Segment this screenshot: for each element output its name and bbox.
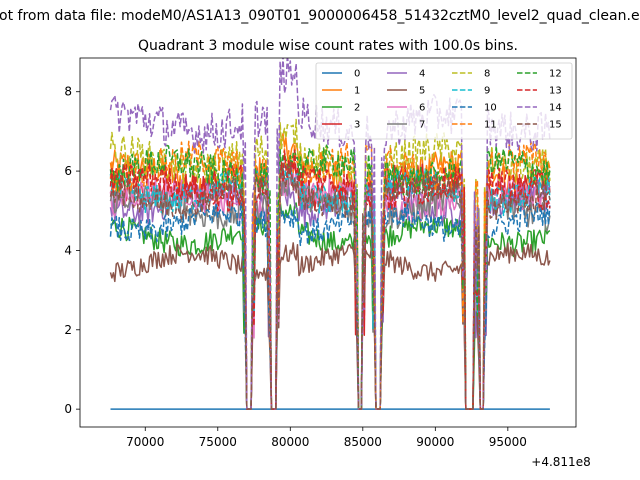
legend-label-14: 14 — [549, 103, 562, 114]
legend-label-8: 8 — [484, 69, 490, 80]
legend-box — [315, 62, 573, 140]
chart-suptitle: Plot from data file: modeM0/AS1A13_090T0… — [0, 8, 640, 24]
y-tick-label: 2 — [64, 323, 72, 337]
legend-label-10: 10 — [484, 103, 497, 114]
legend-label-15: 15 — [549, 120, 562, 131]
legend-label-13: 13 — [549, 86, 562, 97]
legend-label-6: 6 — [419, 103, 425, 114]
y-tick-label: 6 — [64, 164, 72, 178]
x-offset-label: +4.811e8 — [531, 455, 590, 469]
legend-label-0: 0 — [354, 69, 360, 80]
x-tick-label: 90000 — [416, 435, 454, 449]
x-tick-label: 85000 — [344, 435, 382, 449]
plot-area: 70000 75000 80000 85000 90000 95000 0 2 4 6 8 +4.… — [64, 57, 591, 469]
y-tick-label: 0 — [64, 402, 72, 416]
x-axis: 70000 75000 80000 85000 90000 95000 — [126, 427, 527, 449]
legend-label-3: 3 — [354, 120, 360, 131]
legend-label-9: 9 — [484, 86, 490, 97]
legend-label-12: 12 — [549, 69, 562, 80]
legend-label-4: 4 — [419, 69, 425, 80]
series-line-12 — [109, 144, 551, 410]
x-tick-label: 75000 — [199, 435, 237, 449]
legend-label-5: 5 — [419, 86, 425, 97]
y-axis: 0 2 4 6 8 — [64, 85, 80, 416]
legend-label-1: 1 — [354, 86, 360, 97]
legend-label-7: 7 — [419, 120, 425, 131]
series-line-15 — [109, 161, 551, 410]
y-tick-label: 4 — [64, 243, 72, 257]
axes-frame — [79, 57, 577, 428]
chart-title: Quadrant 3 module wise count rates with … — [138, 38, 518, 54]
legend-label-11: 11 — [484, 120, 497, 131]
series-lines — [109, 58, 551, 410]
series-line-13 — [109, 149, 551, 410]
legend-label-2: 2 — [354, 103, 360, 114]
x-tick-label: 95000 — [489, 435, 527, 449]
x-tick-label: 80000 — [271, 435, 309, 449]
x-tick-label: 70000 — [126, 435, 164, 449]
y-tick-label: 8 — [64, 85, 72, 99]
